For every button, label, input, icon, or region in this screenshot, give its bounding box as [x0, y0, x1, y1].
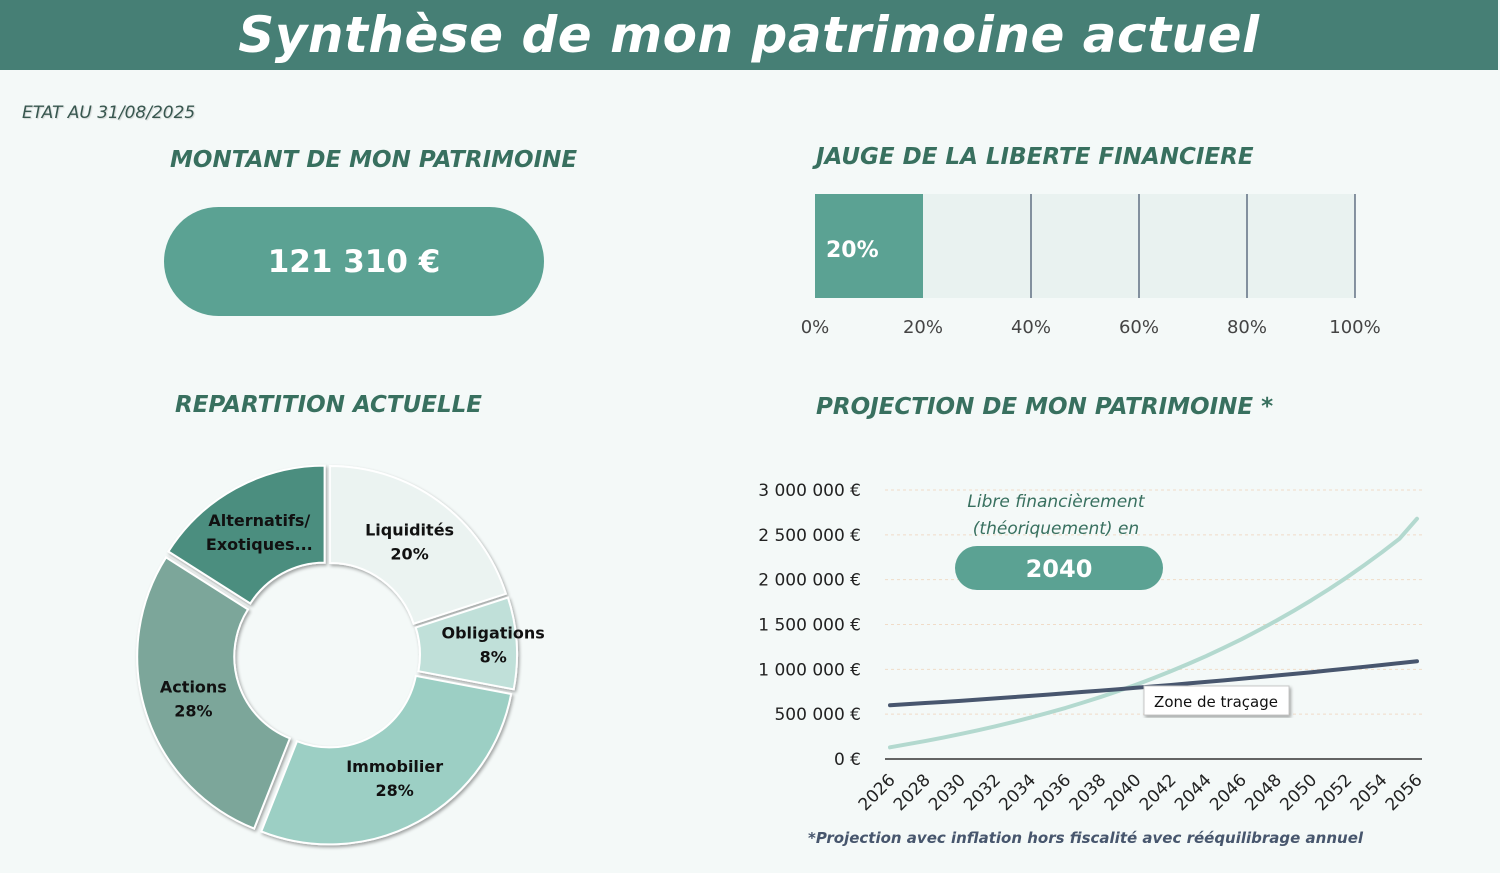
y-tick-label: 0 €	[834, 750, 861, 770]
patrimoine-amount: 121 310 €	[267, 243, 441, 280]
x-tick-label: 2036	[1030, 770, 1075, 815]
x-tick-label: 2028	[890, 770, 935, 815]
projection-title: PROJECTION DE MON PATRIMOINE *	[816, 394, 1274, 420]
gauge-value-label: 20%	[826, 238, 879, 263]
x-tick-label: 2032	[960, 770, 1005, 815]
donut-slice[interactable]	[260, 674, 513, 846]
free-label-line1: Libre financièrement	[967, 492, 1146, 512]
y-tick-label: 3 000 000 €	[758, 481, 861, 501]
donut-label: Obligations	[442, 624, 545, 643]
donut-label: Actions	[160, 677, 227, 696]
free-year: 2040	[1026, 555, 1093, 583]
y-tick-label: 500 000 €	[774, 705, 861, 725]
donut-label: Liquidités	[365, 520, 454, 539]
donut-label: Alternatifs/	[208, 511, 310, 530]
x-tick-label: 2030	[925, 770, 970, 815]
y-tick-label: 2 000 000 €	[758, 571, 861, 591]
gauge-tick-label: 0%	[801, 317, 830, 338]
donut-slice[interactable]	[414, 596, 518, 691]
date-label: ETAT AU 31/08/2025	[22, 103, 196, 123]
x-tick-label: 2054	[1347, 770, 1392, 815]
donut-slice[interactable]	[328, 464, 508, 626]
gauge-title: JAUGE DE LA LIBERTE FINANCIERE	[816, 144, 1254, 170]
x-tick-label: 2026	[855, 770, 900, 815]
donut-label: 28%	[376, 781, 414, 800]
y-tick-label: 1 500 000 €	[758, 616, 861, 636]
gauge-tick-label: 80%	[1227, 317, 1267, 338]
donut-label: 20%	[390, 544, 428, 563]
x-tick-label: 2034	[995, 770, 1040, 815]
donut-label: Exotiques...	[206, 535, 313, 554]
gauge-tick-label: 100%	[1329, 317, 1380, 338]
x-tick-label: 2042	[1136, 770, 1181, 815]
x-tick-label: 2044	[1171, 770, 1216, 815]
x-tick-label: 2038	[1066, 770, 1111, 815]
projection-series-line	[888, 516, 1419, 750]
free-year-pill	[955, 546, 1163, 590]
free-label-line2: (théoriquement) en	[973, 519, 1139, 539]
header-banner: Synthèse de mon patrimoine actuel	[0, 0, 1498, 70]
gauge-tick-label: 20%	[903, 317, 943, 338]
donut-chart: Liquidités 20% Obligations 8% Immobilier 28% A…	[136, 464, 545, 846]
tooltip-text: Zone de traçage	[1154, 693, 1278, 711]
donut-label: 28%	[174, 701, 212, 720]
y-tick-label: 1 000 000 €	[758, 660, 861, 680]
gauge-fill	[815, 194, 923, 298]
projection-chart: 0 € 500 000 € 1 000 000 € 1 500 000 € 2 000 …	[758, 481, 1427, 815]
patrimoine-title: MONTANT DE MON PATRIMOINE	[170, 147, 578, 173]
x-tick-label: 2052	[1312, 770, 1357, 815]
x-tick-label: 2050	[1276, 770, 1321, 815]
gauge-tick-label: 60%	[1119, 317, 1159, 338]
x-tick-label: 2056	[1382, 770, 1427, 815]
donut-slice[interactable]	[167, 464, 326, 605]
repartition-title: REPARTITION ACTUELLE	[175, 392, 483, 418]
donut-slice[interactable]	[136, 556, 292, 830]
page-title: Synthèse de mon patrimoine actuel	[238, 6, 1260, 64]
x-tick-label: 2048	[1241, 770, 1286, 815]
x-tick-label: 2046	[1206, 770, 1251, 815]
plot-area-tooltip: Zone de traçage	[1143, 685, 1290, 716]
patrimoine-amount-pill: 121 310 €	[164, 207, 544, 316]
x-tick-label: 2040	[1101, 770, 1146, 815]
gauge-tick-label: 40%	[1011, 317, 1051, 338]
donut-label: Immobilier	[346, 757, 443, 776]
projection-footnote: *Projection avec inflation hors fiscalit…	[808, 829, 1364, 847]
donut-label: 8%	[480, 648, 507, 667]
gauge-chart: 20% 0% 20% 40% 60% 80% 100%	[801, 194, 1381, 338]
y-tick-label: 2 500 000 €	[758, 526, 861, 546]
